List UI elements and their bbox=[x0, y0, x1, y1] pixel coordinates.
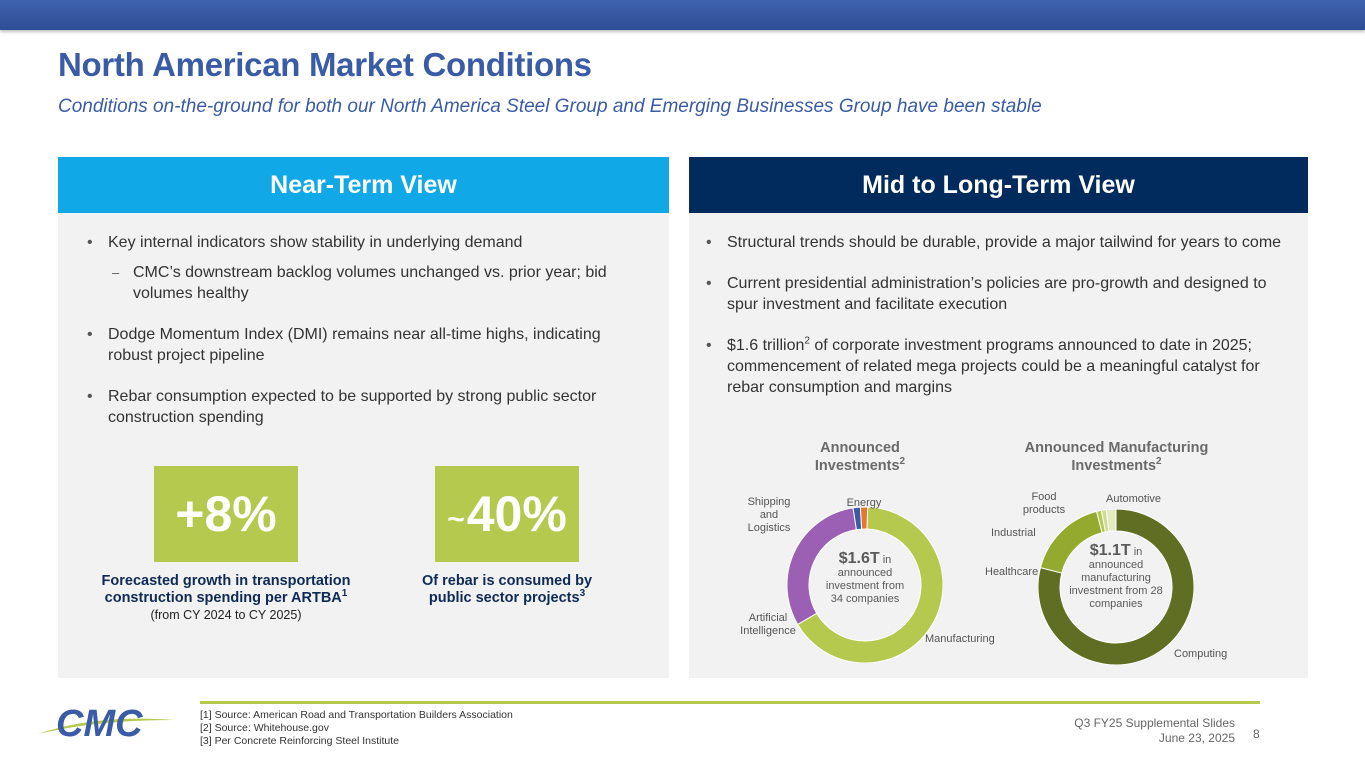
footnotes: [1] Source: American Road and Transporta… bbox=[200, 709, 513, 748]
footnote-ref: 2 bbox=[804, 335, 810, 347]
stat-transportation-caption: Forecasted growth in transportation cons… bbox=[86, 573, 366, 624]
slice-label: Manufacturing bbox=[925, 633, 995, 645]
logo-text: CMC bbox=[56, 703, 143, 744]
chart-title-manufacturing: Announced Manufacturing Investments2 bbox=[1019, 439, 1214, 475]
slice-label: Automotive bbox=[1106, 493, 1162, 505]
page-number: 8 bbox=[1253, 727, 1260, 741]
slice-label: Computing bbox=[1174, 648, 1228, 660]
donut-slice-energy bbox=[859, 507, 869, 530]
donut-center-label: $1.1T in announced manufacturing investm… bbox=[1068, 542, 1164, 611]
footnote-ref: 2 bbox=[1156, 456, 1162, 468]
bullet-text: $1.6 trillion bbox=[727, 337, 805, 354]
footnote: [3] Per Concrete Reinforcing Steel Insti… bbox=[200, 735, 400, 747]
page-title: North American Market Conditions bbox=[58, 46, 592, 83]
near-term-bullet: Dodge Momentum Index (DMI) remains near … bbox=[87, 324, 647, 366]
chart-title-text: Announced Manufacturing Investments bbox=[1024, 440, 1209, 474]
footnote-ref: 3 bbox=[579, 588, 586, 600]
footer-divider bbox=[200, 701, 1260, 704]
stat-prefix: ~ bbox=[447, 503, 465, 536]
footnote-ref: 2 bbox=[899, 456, 906, 468]
mid-long-term-bullet: $1.6 trillion2 of corporate investment p… bbox=[706, 335, 1286, 398]
slice-label: Healthcare bbox=[985, 566, 1039, 578]
footnote: [2] Source: Whitehouse.gov bbox=[200, 722, 329, 734]
donut-slice-automotive bbox=[1105, 509, 1117, 533]
near-term-bullet: Rebar consumption expected to be support… bbox=[87, 386, 647, 428]
stat-caption-text: Forecasted growth in transportation cons… bbox=[101, 573, 351, 606]
slice-label: Artificial Intelligence bbox=[740, 612, 796, 637]
stat-value: 40% bbox=[466, 486, 567, 542]
stat-transportation-growth: +8% bbox=[154, 466, 298, 562]
donut-center-label: $1.6T in announced investment from 34 co… bbox=[820, 550, 910, 606]
page-subtitle: Conditions on-the-ground for both our No… bbox=[58, 96, 1042, 117]
footnote-ref: 1 bbox=[341, 588, 348, 600]
stat-public-rebar: ~40% bbox=[435, 466, 579, 562]
near-term-bullets: Key internal indicators show stability i… bbox=[87, 232, 647, 428]
chart-title-text: Announced Investments bbox=[814, 440, 900, 474]
mid-long-term-bullets: Structural trends should be durable, pro… bbox=[706, 232, 1286, 398]
donut-slice-manufacturing bbox=[797, 507, 943, 663]
donut-slice-computing bbox=[1038, 509, 1194, 665]
stat-value: +8% bbox=[175, 486, 277, 542]
donut-chart-manufacturing bbox=[1038, 509, 1194, 665]
top-bar bbox=[0, 0, 1365, 30]
donut-center-text: in announced manufacturing investment fr… bbox=[1069, 546, 1163, 610]
mid-long-term-panel: Mid to Long-Term View Structural trends … bbox=[689, 157, 1308, 678]
near-term-heading: Near-Term View bbox=[58, 157, 669, 213]
mid-long-term-heading: Mid to Long-Term View bbox=[689, 157, 1308, 213]
near-term-panel: Near-Term View Key internal indicators s… bbox=[58, 157, 669, 678]
cmc-logo: CMC bbox=[38, 703, 174, 744]
slice-label: Shipping and Logistics bbox=[747, 496, 791, 534]
footnote: [1] Source: American Road and Transporta… bbox=[200, 709, 513, 721]
donut-chart-investments bbox=[787, 507, 943, 663]
mid-long-term-bullet: Structural trends should be durable, pro… bbox=[706, 232, 1286, 253]
chart-title-investments: Announced Investments2 bbox=[785, 439, 935, 475]
deck-title: Q3 FY25 Supplemental Slides bbox=[1074, 716, 1235, 730]
slice-label: Industrial bbox=[991, 527, 1036, 539]
stat-public-rebar-caption: Of rebar is consumed by public sector pr… bbox=[400, 573, 614, 607]
donut-center-text: in announced investment from 34 companie… bbox=[825, 554, 905, 605]
deck-date: June 23, 2025 bbox=[1158, 731, 1235, 745]
near-term-bullet: Key internal indicators show stability i… bbox=[87, 232, 647, 253]
donut-center-value: $1.6T bbox=[838, 550, 880, 567]
stat-caption-text: Of rebar is consumed by public sector pr… bbox=[421, 573, 593, 606]
slice-label: Food products bbox=[1022, 491, 1066, 516]
mid-long-term-bullet: Current presidential administration’s po… bbox=[706, 273, 1286, 315]
stat-caption-note: (from CY 2024 to CY 2025) bbox=[150, 608, 302, 622]
bullet-text: of corporate investment programs announc… bbox=[727, 337, 1260, 396]
deck-info: Q3 FY25 Supplemental Slides June 23, 202… bbox=[1074, 716, 1235, 746]
donut-center-value: $1.1T bbox=[1089, 542, 1131, 559]
near-term-subbullet: CMC’s downstream backlog volumes unchang… bbox=[87, 262, 647, 304]
slice-label: Energy bbox=[846, 497, 882, 509]
